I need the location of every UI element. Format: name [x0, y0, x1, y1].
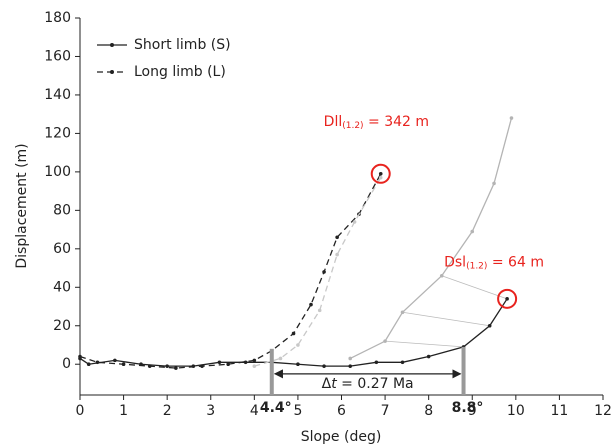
point: [147, 364, 152, 368]
y-tick-label: 160: [44, 48, 71, 64]
point: [86, 362, 91, 367]
interval-var: t: [331, 376, 337, 392]
point: [95, 360, 100, 365]
y-tick-label: 140: [44, 87, 71, 103]
point: [470, 229, 475, 234]
point: [509, 116, 514, 120]
legend-dot: [110, 70, 114, 74]
annotation-main: Dsl: [444, 254, 466, 270]
interval-symbol: Δ: [322, 376, 332, 392]
marker-label: 8.8°: [452, 400, 484, 416]
x-tick-label: 2: [163, 403, 172, 419]
connector: [441, 275, 508, 300]
annotation-rest: = 342 m: [364, 114, 429, 130]
point: [335, 252, 339, 257]
point: [378, 172, 383, 176]
point: [296, 343, 300, 347]
legend-dot: [110, 43, 114, 47]
highlight-circle: [370, 163, 391, 184]
point: [492, 181, 496, 186]
legend-label: Long limb (L): [134, 64, 226, 80]
point: [113, 358, 117, 363]
x-tick-label: 10: [507, 403, 525, 419]
point: [426, 354, 431, 359]
point: [348, 356, 353, 361]
point: [348, 364, 353, 368]
x-tick-label: 4: [250, 403, 259, 419]
point: [291, 331, 296, 336]
x-tick-label: 11: [551, 403, 569, 419]
legend-label: Short limb (S): [134, 37, 231, 53]
y-tick-label: 120: [44, 125, 71, 141]
marker-bar: [269, 348, 274, 395]
x-tick-label: 12: [594, 403, 612, 419]
annotation: Dll(1.2) = 342 m: [324, 114, 429, 130]
marker-label: 4.4°: [260, 400, 292, 416]
point: [374, 360, 379, 365]
point: [78, 354, 82, 359]
y-axis-title: Displacement (m): [14, 143, 30, 268]
annotation-rest: = 64 m: [487, 254, 544, 270]
point: [322, 364, 326, 368]
y-tick-label: 20: [53, 318, 71, 334]
x-axis-title: Slope (deg): [301, 429, 382, 445]
point: [165, 364, 169, 368]
connector: [385, 340, 464, 348]
y-tick-label: 60: [53, 241, 71, 257]
point: [200, 364, 204, 368]
point: [439, 273, 444, 278]
x-tick-label: 8: [424, 403, 433, 419]
x-tick-label: 5: [293, 403, 302, 419]
x-tick-label: 6: [337, 403, 346, 419]
series-line: [349, 117, 513, 360]
y-tick-label: 0: [62, 356, 71, 372]
point: [296, 362, 300, 367]
point: [121, 362, 126, 367]
point: [252, 358, 257, 363]
series-line: [79, 173, 382, 369]
annotation-sub: (1.2): [466, 261, 487, 271]
point: [317, 308, 322, 313]
series-line: [254, 177, 382, 367]
x-tick-label: 3: [206, 403, 215, 419]
point: [378, 175, 383, 180]
point: [400, 310, 405, 315]
marker-bar: [461, 346, 466, 395]
x-tick-label: 7: [381, 403, 390, 419]
point: [309, 302, 313, 307]
y-tick-label: 80: [53, 202, 71, 218]
point: [335, 235, 339, 240]
x-tick-label: 1: [119, 403, 128, 419]
annotation-sub: (1.2): [342, 120, 363, 130]
y-tick-label: 40: [53, 279, 71, 295]
point: [174, 366, 178, 370]
point: [400, 360, 405, 365]
y-tick-label: 180: [44, 10, 71, 26]
annotation: Dsl(1.2) = 64 m: [444, 254, 544, 271]
point: [505, 297, 509, 301]
x-tick-label: 0: [76, 403, 85, 419]
point: [383, 339, 387, 343]
point: [252, 364, 257, 368]
highlight-circle: [497, 288, 518, 309]
annotation-main: Dll: [324, 114, 343, 130]
point: [243, 360, 248, 365]
point: [487, 323, 492, 328]
series-line: [79, 298, 508, 367]
point: [278, 356, 283, 361]
point: [322, 270, 326, 274]
point: [217, 360, 222, 365]
interval-label: Δt = 0.27 Ma: [322, 376, 414, 392]
y-tick-label: 100: [44, 164, 71, 180]
point: [226, 362, 230, 367]
connector: [402, 311, 490, 327]
x-tick-label: 9: [468, 403, 477, 419]
point: [352, 220, 357, 224]
interval-rest: = 0.27 Ma: [337, 376, 414, 392]
